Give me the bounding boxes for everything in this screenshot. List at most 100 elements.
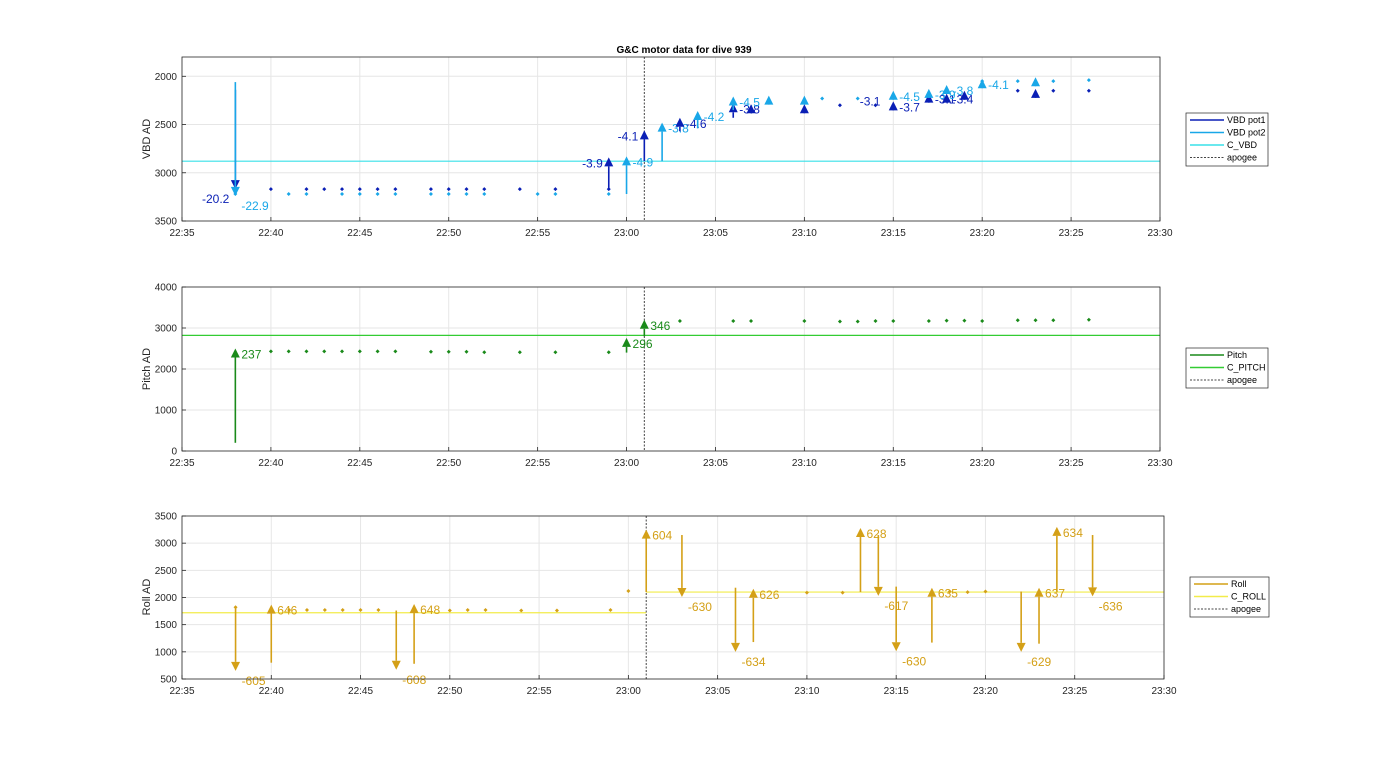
data-point (322, 349, 327, 354)
move-arrow-head (409, 604, 419, 614)
data-point (962, 318, 967, 323)
pitch-grid (181, 286, 1161, 452)
move-arrow-head (266, 604, 276, 614)
move-label: -629 (1027, 655, 1051, 669)
data-point (517, 187, 522, 192)
move-label: -3.1 (860, 94, 881, 108)
data-point (873, 319, 878, 324)
data-point (873, 103, 878, 108)
move-arrow-head (639, 130, 649, 140)
data-point (837, 319, 842, 324)
legend-entry: Pitch (1227, 350, 1247, 360)
y-tick-label: 2000 (155, 72, 178, 83)
x-tick-label: 22:45 (347, 228, 372, 239)
move-label: -4.5 (739, 96, 760, 110)
data-point (1033, 318, 1038, 323)
legend-entry: apogee (1231, 604, 1261, 614)
data-point (891, 319, 896, 324)
roll-panel: -605646-608648604-630-634626628-617-6306… (141, 512, 1270, 697)
x-tick-label: 23:00 (614, 458, 639, 469)
legend-entry: apogee (1227, 153, 1257, 163)
move-arrow-head (959, 90, 969, 100)
move-arrow-head (924, 93, 934, 103)
move-arrow-head (1034, 587, 1044, 597)
move-label: -4.9 (633, 155, 654, 169)
data-point (535, 191, 540, 196)
data-point (1051, 318, 1056, 323)
move-arrow-head (873, 586, 883, 596)
data-point (446, 187, 451, 192)
data-point (286, 349, 291, 354)
x-tick-label: 22:40 (258, 228, 283, 239)
x-tick-label: 23:15 (881, 458, 906, 469)
x-tick-label: 23:10 (792, 228, 817, 239)
data-point (731, 319, 736, 324)
data-point (464, 191, 469, 196)
data-point (375, 349, 380, 354)
move-arrow-head (855, 527, 865, 537)
move-label: -4.2 (704, 110, 725, 124)
x-tick-label: 23:20 (970, 228, 995, 239)
move-label: -3.9 (935, 88, 956, 102)
data-point (606, 350, 611, 355)
move-arrow-head (942, 84, 952, 94)
data-point (393, 187, 398, 192)
data-point (340, 607, 345, 612)
move-label: -608 (402, 673, 426, 687)
x-tick-label: 23:05 (703, 458, 728, 469)
move-arrow-head (730, 642, 740, 652)
x-tick-label: 23:30 (1147, 458, 1172, 469)
move-arrow-head (677, 587, 687, 597)
data-point (482, 187, 487, 192)
data-point (1051, 88, 1056, 93)
x-tick-label: 22:40 (259, 686, 284, 697)
move-arrow-head (799, 104, 809, 114)
move-label: 237 (241, 348, 261, 362)
move-arrow-head (693, 111, 703, 121)
data-point (980, 319, 985, 324)
data-point (1086, 78, 1091, 83)
data-point (447, 608, 452, 613)
axes-box (181, 286, 1161, 452)
legend-entry: C_VBD (1227, 140, 1258, 150)
move-arrow-head (799, 95, 809, 105)
move-arrow-head (1031, 88, 1041, 98)
x-tick-label: 23:30 (1147, 228, 1172, 239)
x-tick-label: 22:40 (258, 458, 283, 469)
move-label: -20.2 (202, 192, 230, 206)
roll-y-axis-label: Roll AD (141, 579, 153, 616)
plot-area (182, 57, 1160, 221)
x-tick-label: 22:35 (169, 686, 194, 697)
y-tick-label: 2500 (155, 120, 178, 131)
data-point (304, 607, 309, 612)
pitch-axes: 22:35 22:40 22:45 22:50 22:55 23:00 23:05 23:10… (155, 283, 1173, 470)
legend-box (1185, 112, 1269, 167)
data-point (553, 191, 558, 196)
move-arrow-head (1031, 77, 1041, 87)
x-tick-label: 23:10 (792, 458, 817, 469)
move-arrow-head (641, 529, 651, 539)
data-point (393, 191, 398, 196)
data-point (428, 191, 433, 196)
data-point (322, 607, 327, 612)
data-point (322, 187, 327, 192)
move-arrow-head (231, 661, 241, 671)
move-label: -4.6 (686, 117, 707, 131)
data-point (340, 191, 345, 196)
move-arrow-head (657, 122, 667, 132)
data-point (944, 318, 949, 323)
move-arrow-head (622, 156, 632, 166)
move-arrow-head (639, 319, 649, 329)
data-point (606, 191, 611, 196)
data-point (393, 349, 398, 354)
vbd-grid (181, 57, 1161, 222)
move-arrow-head (1052, 526, 1062, 536)
move-label: 634 (1063, 526, 1083, 540)
move-label: 648 (420, 603, 440, 617)
move-label: -3.7 (899, 100, 920, 114)
move-arrow-head (891, 642, 901, 652)
data-point (446, 349, 451, 354)
